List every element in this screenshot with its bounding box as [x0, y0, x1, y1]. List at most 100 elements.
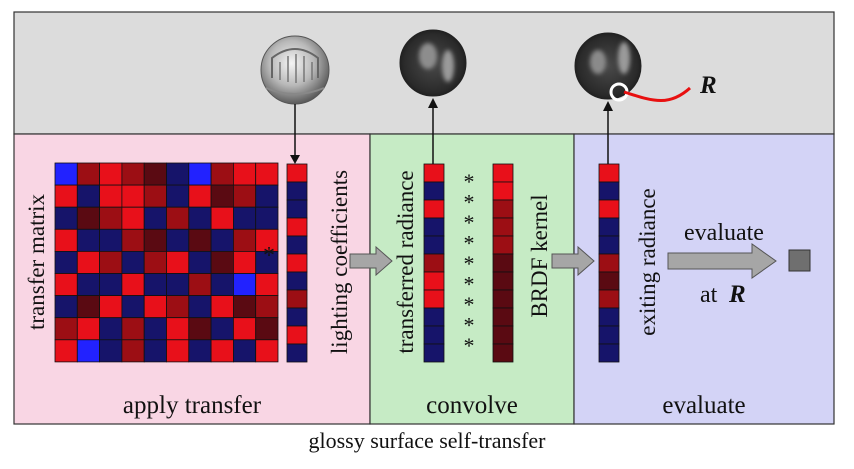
lighting-coefficients-label: lighting coefficients — [327, 170, 352, 354]
vector-cell — [423, 289, 445, 309]
matrix-cell — [76, 206, 101, 230]
vector-cell — [598, 181, 620, 201]
matrix-cell — [210, 206, 234, 230]
matrix-cell — [121, 339, 145, 363]
asterisk: * — [464, 313, 475, 338]
vector-cell — [423, 181, 445, 201]
matrix-cell — [232, 162, 257, 186]
matrix-cell — [99, 162, 123, 186]
vector-cell — [286, 163, 308, 183]
exiting-to-sphere-arrow — [603, 101, 613, 164]
matrix-cell — [188, 162, 212, 186]
vector-cell — [492, 307, 514, 327]
matrix-cell — [210, 273, 234, 297]
vector-cell — [423, 271, 445, 291]
matrix-cell — [143, 273, 167, 297]
r-symbol-eval: R — [728, 281, 746, 308]
matrix-cell — [232, 206, 257, 230]
matrix-cell — [121, 206, 145, 230]
matrix-cell — [255, 206, 279, 230]
matrix-cell — [121, 250, 145, 274]
convolve-panel — [369, 133, 575, 425]
matrix-cell — [54, 339, 78, 363]
matrix-cell — [210, 184, 234, 208]
vector-cell — [423, 217, 445, 237]
matrix-cell — [210, 339, 234, 363]
elementwise-multiply-symbols: ********* — [464, 169, 475, 358]
asterisk: * — [464, 210, 475, 235]
vector-cell — [423, 235, 445, 255]
vector-cell — [492, 217, 514, 237]
matrix-cell — [210, 250, 234, 274]
apply-transfer-label: apply transfer — [123, 392, 262, 419]
asterisk: * — [464, 190, 475, 215]
vector-cell — [423, 343, 445, 363]
matrix-cell — [166, 206, 190, 230]
matrix-cell — [54, 228, 78, 252]
matrix-cell — [232, 295, 257, 319]
matrix-cell — [232, 273, 257, 297]
matrix-cell — [54, 295, 78, 319]
matrix-cell — [99, 184, 123, 208]
vector-cell — [492, 325, 514, 345]
matrix-cell — [76, 339, 101, 363]
matrix-cell — [210, 162, 234, 186]
vector-cell — [286, 271, 308, 291]
blurred-sphere-with-point-icon — [574, 32, 642, 102]
matrix-cell — [255, 317, 279, 341]
vector-cell — [598, 235, 620, 255]
asterisk: * — [464, 333, 475, 358]
vector-cell — [286, 307, 308, 327]
matrix-cell — [188, 295, 212, 319]
sphere-to-lighting-arrow — [290, 104, 300, 164]
matrix-cell — [188, 273, 212, 297]
vector-cell — [286, 235, 308, 255]
environment-map-sphere-icon — [260, 35, 330, 105]
evaluate-word: evaluate — [684, 220, 764, 246]
matrix-cell — [188, 317, 212, 341]
matrix-cell — [210, 295, 234, 319]
matrix-cell — [255, 162, 279, 186]
vector-cell — [598, 271, 620, 291]
matrix-cell — [121, 162, 145, 186]
matrix-cell — [76, 273, 101, 297]
matrix-cell — [232, 250, 257, 274]
matrix-cell — [76, 317, 101, 341]
matrix-cell — [54, 273, 78, 297]
transfer-matrix-label: transfer matrix — [24, 193, 49, 330]
matrix-cell — [232, 317, 257, 341]
transfer-matrix-grid — [54, 162, 279, 363]
matrix-cell — [121, 228, 145, 252]
matrix-cell — [166, 317, 190, 341]
r-pointer-curve — [623, 86, 692, 103]
matrix-cell — [255, 273, 279, 297]
vector-cell — [423, 163, 445, 183]
matrix-cell — [76, 162, 101, 186]
vector-cell — [492, 181, 514, 201]
vector-cell — [286, 199, 308, 219]
matrix-cell — [76, 250, 101, 274]
matrix-cell — [76, 295, 101, 319]
matrix-cell — [232, 339, 257, 363]
r-symbol-top: R — [699, 72, 717, 99]
matrix-cell — [143, 317, 167, 341]
asterisk: * — [464, 169, 475, 194]
matrix-cell — [188, 250, 212, 274]
matrix-cell — [232, 184, 257, 208]
vector-cell — [423, 325, 445, 345]
matrix-cell — [166, 184, 190, 208]
matrix-cell — [121, 273, 145, 297]
vector-cell — [286, 253, 308, 273]
matrix-cell — [54, 184, 78, 208]
asterisk: * — [464, 272, 475, 297]
matrix-cell — [54, 250, 78, 274]
matrix-cell — [54, 317, 78, 341]
matrix-cell — [166, 228, 190, 252]
gray-arrow-evaluate — [667, 243, 777, 279]
matrix-cell — [121, 184, 145, 208]
glossy-transfer-diagram: R * ********* transfer matrix lighting c… — [13, 11, 835, 425]
matrix-cell — [143, 184, 167, 208]
matrix-cell — [99, 250, 123, 274]
evaluate-label: evaluate — [662, 392, 745, 419]
blurred-sphere-icon — [399, 29, 467, 97]
